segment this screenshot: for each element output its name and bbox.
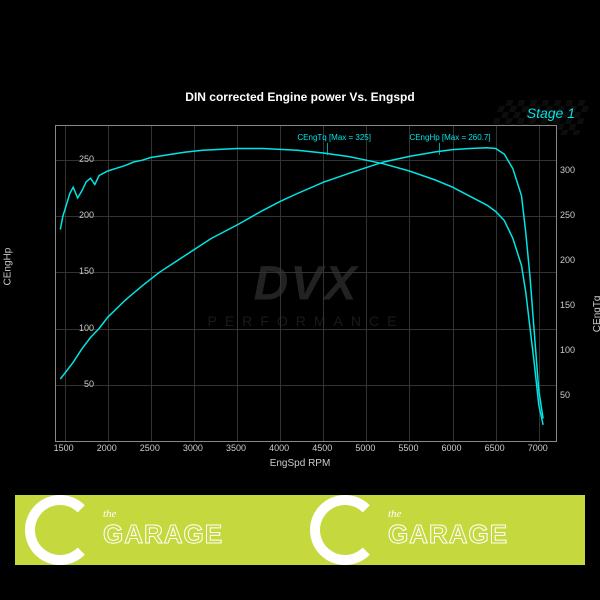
wrench-icon [25, 495, 95, 565]
x-tick: 2000 [97, 443, 117, 453]
logo-cell: the GARAGE [300, 495, 585, 565]
wrench-icon [310, 495, 380, 565]
x-tick: 2500 [140, 443, 160, 453]
chart-lines [56, 126, 556, 441]
logo-text-small: the [103, 510, 223, 520]
series-annotation: CEngTq [Max = 325] [297, 133, 371, 142]
y-tick-right: 50 [560, 390, 590, 400]
y-tick-right: 250 [560, 210, 590, 220]
stage-label: Stage 1 [527, 105, 575, 121]
x-tick: 1500 [54, 443, 74, 453]
y-tick-right: 300 [560, 165, 590, 175]
logo-strip: the GARAGE the GARAGE [15, 495, 585, 565]
dyno-chart: DVX PERFORMANCE CEngTq [Max = 325]CEngHp… [55, 125, 557, 442]
y-axis-label-right: CEngTq [593, 296, 600, 333]
x-tick: 7000 [528, 443, 548, 453]
x-tick: 5000 [355, 443, 375, 453]
x-tick: 6500 [485, 443, 505, 453]
y-tick-right: 200 [560, 255, 590, 265]
x-tick: 4500 [312, 443, 332, 453]
x-tick: 4000 [269, 443, 289, 453]
y-tick-right: 150 [560, 300, 590, 310]
chart-title: DIN corrected Engine power Vs. Engspd [0, 90, 600, 104]
x-tick: 3000 [183, 443, 203, 453]
y-tick-right: 100 [560, 345, 590, 355]
x-tick: 3500 [226, 443, 246, 453]
logo-text-big: GARAGE [388, 519, 508, 550]
x-tick: 6000 [442, 443, 462, 453]
logo-text-big: GARAGE [103, 519, 223, 550]
logo-text-small: the [388, 510, 508, 520]
series-annotation: CEngHp [Max = 260.7] [409, 133, 490, 142]
x-tick: 5500 [398, 443, 418, 453]
logo-cell: the GARAGE [15, 495, 300, 565]
x-axis-label: EngSpd RPM [0, 458, 600, 469]
y-axis-label-left: CEngHp [3, 248, 14, 286]
